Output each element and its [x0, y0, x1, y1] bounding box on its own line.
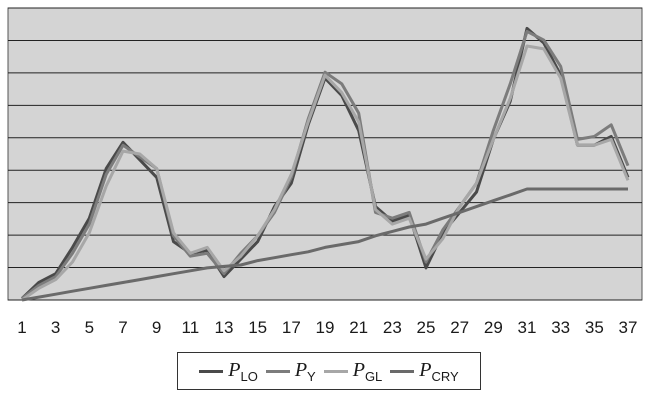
gridlines [8, 7, 642, 301]
x-tick-label: 1 [17, 318, 26, 337]
x-tick-label: 9 [152, 318, 161, 337]
x-tick-label: 23 [383, 318, 402, 337]
x-tick-label: 15 [248, 318, 267, 337]
x-tick-label: 19 [316, 318, 335, 337]
line-chart: 1 3 5 7 9 11 13 15 17 19 21 23 25 27 29 31 33 35 37 [7, 7, 643, 337]
x-tick-label: 35 [585, 318, 604, 337]
legend-swatch [265, 369, 290, 373]
legend: PLO PY PGL PCRY [177, 352, 481, 390]
x-tick-label: 7 [118, 318, 127, 337]
legend-label: PGL [352, 358, 383, 384]
legend-label: PCRY [419, 358, 459, 384]
series-lines [20, 26, 630, 302]
legend-label: PY [294, 358, 316, 384]
x-tick-label: 17 [282, 318, 301, 337]
legend-item: PY [265, 358, 316, 384]
x-tick-label: 25 [417, 318, 436, 337]
series-line-p-y [21, 29, 630, 300]
x-tick-label: 33 [551, 318, 570, 337]
legend-label: PLO [228, 358, 258, 384]
legend-item: PLO [199, 359, 258, 384]
x-tick-label: 11 [182, 318, 200, 337]
x-tick-label: 3 [51, 318, 60, 337]
x-tick-label: 21 [349, 318, 368, 337]
x-tick-label: 29 [484, 318, 503, 337]
legend-swatch [390, 369, 415, 373]
series-line-p-cry [21, 187, 628, 302]
x-tick-label: 37 [619, 318, 638, 337]
legend-item: PCRY [390, 358, 459, 384]
plot-area [7, 7, 643, 301]
series-line-p-gl [21, 44, 630, 302]
x-tick-label: 13 [215, 318, 234, 337]
x-axis-ticks: 1 3 5 7 9 11 13 15 17 19 21 23 25 27 29 31 33 35 37 [17, 318, 637, 337]
x-tick-label: 27 [450, 318, 469, 337]
x-tick-label: 5 [85, 318, 94, 337]
legend-swatch [199, 369, 224, 373]
legend-swatch [323, 369, 348, 373]
legend-item: PGL [323, 358, 383, 384]
x-tick-label: 31 [518, 318, 537, 337]
